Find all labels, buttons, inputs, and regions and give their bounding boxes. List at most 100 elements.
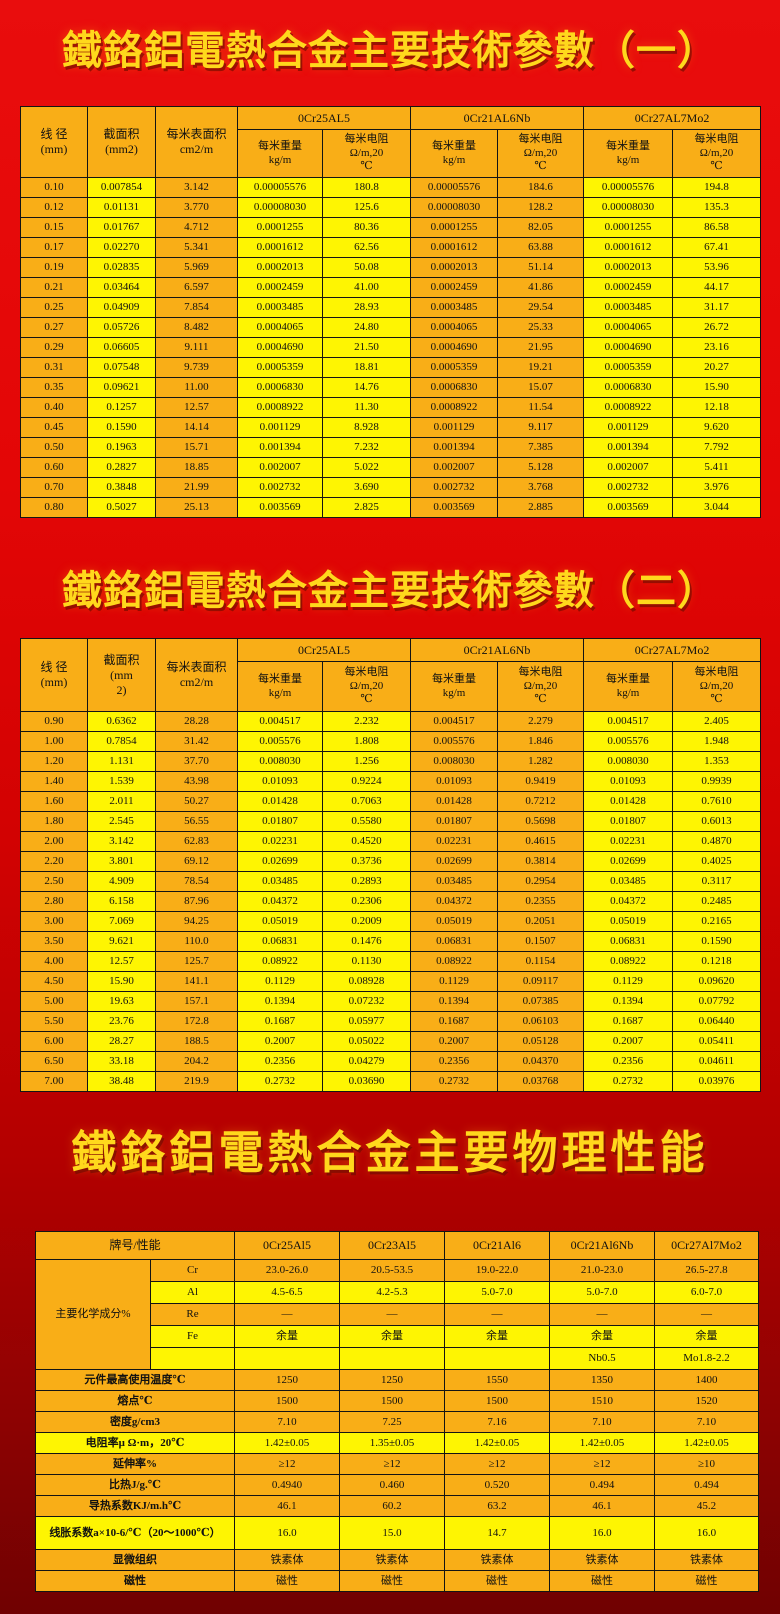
data-cell: 12.18 bbox=[672, 397, 762, 418]
table-row: 0.29 0.06605 9.111 0.0004690 21.50 0.0004690 2… bbox=[20, 337, 762, 358]
table-row: 7.00 38.48 219.9 0.2732 0.03690 0.2732 0.03768… bbox=[20, 1071, 762, 1092]
table-row: 0.12 0.01131 3.770 0.00008030 125.6 0.0000803… bbox=[20, 197, 762, 218]
data-cell: 28.93 bbox=[322, 297, 411, 318]
col-header-weight: 每米重量 kg/m bbox=[410, 661, 498, 712]
data-cell: ≥12 bbox=[549, 1453, 655, 1475]
data-cell: 2.20 bbox=[20, 851, 88, 872]
data-cell: 1400 bbox=[654, 1369, 759, 1391]
data-cell: 磁性 bbox=[654, 1570, 759, 1592]
data-cell: 16.0 bbox=[234, 1516, 340, 1550]
data-cell: 0.5698 bbox=[496, 811, 585, 832]
data-cell: 0.002007 bbox=[410, 457, 498, 478]
data-cell: 3.142 bbox=[155, 177, 238, 198]
data-cell: 0.002007 bbox=[237, 457, 323, 478]
data-cell: 0.29 bbox=[20, 337, 88, 358]
data-cell: 磁性 bbox=[234, 1570, 340, 1592]
data-cell: 9.620 bbox=[672, 417, 762, 438]
data-cell: 0.90 bbox=[20, 711, 88, 732]
data-cell: 1.808 bbox=[322, 731, 411, 752]
data-cell: 1.353 bbox=[672, 751, 762, 772]
data-cell: 7.25 bbox=[339, 1411, 445, 1433]
data-cell: 45.2 bbox=[654, 1495, 759, 1517]
data-cell: 0.02699 bbox=[583, 851, 674, 872]
data-cell: 8.482 bbox=[155, 317, 238, 338]
data-cell: 46.1 bbox=[549, 1495, 655, 1517]
data-cell: 15.0 bbox=[339, 1516, 445, 1550]
data-cell: 1.00 bbox=[20, 731, 88, 752]
table-row: 1.40 1.539 43.98 0.01093 0.9224 0.01093 0.9419… bbox=[20, 771, 762, 792]
table-row: 0.50 0.1963 15.71 0.001394 7.232 0.001394 7.38… bbox=[20, 437, 762, 458]
data-cell: 0.005576 bbox=[583, 731, 674, 752]
data-cell: 0.4520 bbox=[322, 831, 411, 852]
data-cell: 0.4870 bbox=[672, 831, 762, 852]
col-header-weight: 每米重量 kg/m bbox=[410, 129, 498, 178]
data-cell: 0.2007 bbox=[237, 1031, 323, 1052]
property-label: 显微组织 bbox=[35, 1549, 235, 1571]
col-header-resistance: 每米电阻 Ω/m,20 ℃ bbox=[496, 661, 585, 712]
element-symbol: Cr bbox=[150, 1259, 235, 1282]
alloy-group-header: 0Cr21AL6Nb bbox=[409, 106, 585, 130]
table-row: 3.00 7.069 94.25 0.05019 0.2009 0.05019 0.2051… bbox=[20, 911, 762, 932]
data-cell: 188.5 bbox=[155, 1031, 238, 1052]
data-cell: 余量 bbox=[549, 1325, 655, 1348]
table-row: 1.00 0.7854 31.42 0.005576 1.808 0.005576 1.84… bbox=[20, 731, 762, 752]
data-cell: 铁素体 bbox=[654, 1549, 759, 1571]
table-row: 1.20 1.131 37.70 0.008030 1.256 0.008030 1.282… bbox=[20, 751, 762, 772]
col-header-resistance: 每米电阻 Ω/m,20 ℃ bbox=[496, 129, 585, 178]
data-cell: 9.117 bbox=[496, 417, 585, 438]
data-cell: 铁素体 bbox=[444, 1549, 550, 1571]
data-cell: 0.008030 bbox=[410, 751, 498, 772]
data-cell: 1.282 bbox=[496, 751, 585, 772]
table-row: 5.00 19.63 157.1 0.1394 0.07232 0.1394 0.07385… bbox=[20, 991, 762, 1012]
data-cell: 0.008030 bbox=[583, 751, 674, 772]
data-cell: 15.71 bbox=[155, 437, 238, 458]
table-3-body: 主要化学成分% Cr 23.0-26.0 20.5-53.5 19.0-22.0 21.0… bbox=[35, 1259, 759, 1592]
data-cell: 7.792 bbox=[672, 437, 762, 458]
data-cell: 0.2306 bbox=[322, 891, 411, 912]
property-row: 磁性 磁性 磁性 磁性 磁性 磁性 bbox=[35, 1570, 759, 1592]
data-cell: 0.09621 bbox=[87, 377, 156, 398]
col-header-diameter: 线 径 (mm) bbox=[20, 638, 88, 712]
data-cell: ≥12 bbox=[444, 1453, 550, 1475]
data-cell: 0.2356 bbox=[583, 1051, 674, 1072]
alloy-column-header: 0Cr21Al6Nb bbox=[549, 1231, 655, 1260]
data-cell: 0.7063 bbox=[322, 791, 411, 812]
data-cell: 0.08928 bbox=[322, 971, 411, 992]
data-cell: 0.2893 bbox=[322, 871, 411, 892]
element-symbol: Re bbox=[150, 1303, 235, 1326]
data-cell: 0.00005576 bbox=[237, 177, 323, 198]
data-cell: 0.0004690 bbox=[583, 337, 674, 358]
data-cell: 2.80 bbox=[20, 891, 88, 912]
table-row: 1.60 2.011 50.27 0.01428 0.7063 0.01428 0.7212… bbox=[20, 791, 762, 812]
data-cell: 5.969 bbox=[155, 257, 238, 278]
data-cell: 31.17 bbox=[672, 297, 762, 318]
data-cell: 1500 bbox=[234, 1390, 340, 1412]
data-cell: 0.003569 bbox=[583, 497, 674, 518]
property-label: 线胀系数a×10-6/℃（20～1000℃） bbox=[35, 1516, 235, 1550]
data-cell: 0.07385 bbox=[496, 991, 585, 1012]
data-cell: 194.8 bbox=[672, 177, 762, 198]
data-cell: 0.001394 bbox=[237, 437, 323, 458]
data-cell: 0.19 bbox=[20, 257, 88, 278]
data-cell: 0.2165 bbox=[672, 911, 762, 932]
data-cell: 1.42±0.05 bbox=[549, 1432, 655, 1454]
data-cell: 0.001394 bbox=[583, 437, 674, 458]
data-cell: 0.05019 bbox=[410, 911, 498, 932]
property-label: 比热J/g.℃ bbox=[35, 1474, 235, 1496]
data-cell: 50.27 bbox=[155, 791, 238, 812]
data-cell: 21.95 bbox=[496, 337, 585, 358]
data-cell: 82.05 bbox=[496, 217, 585, 238]
data-cell: 8.928 bbox=[322, 417, 411, 438]
col-header-area: 截面积 (mm 2) bbox=[87, 638, 156, 712]
data-cell: 0.001394 bbox=[410, 437, 498, 458]
data-cell: 4.712 bbox=[155, 217, 238, 238]
data-cell: 5.0-7.0 bbox=[444, 1281, 550, 1304]
data-cell: 0.0005359 bbox=[410, 357, 498, 378]
data-cell: 46.1 bbox=[234, 1495, 340, 1517]
data-cell: 0.06103 bbox=[496, 1011, 585, 1032]
data-cell: 0.04370 bbox=[496, 1051, 585, 1072]
property-label: 延伸率% bbox=[35, 1453, 235, 1475]
data-cell: 15.90 bbox=[87, 971, 156, 992]
data-cell: 51.14 bbox=[496, 257, 585, 278]
data-cell: 9.111 bbox=[155, 337, 238, 358]
